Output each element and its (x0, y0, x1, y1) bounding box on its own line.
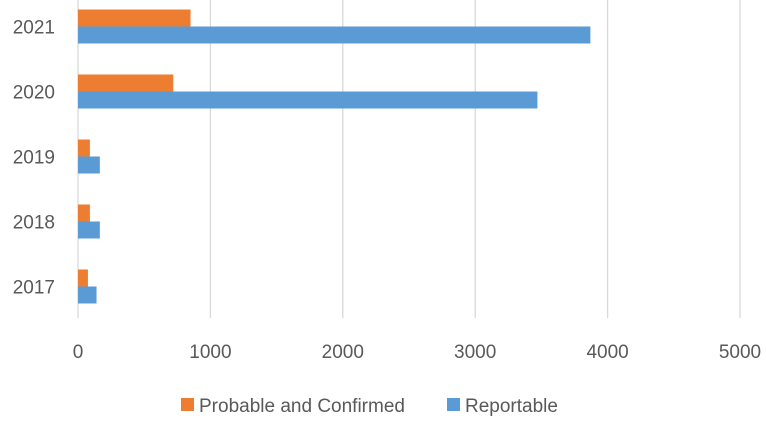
gridlines (77, 0, 741, 318)
bar-probable-2018 (78, 204, 90, 222)
legend-swatch-reportable (447, 398, 460, 411)
bar-probable-2021 (78, 9, 191, 27)
bar-reportable-2021 (78, 26, 591, 44)
x-tick-label: 0 (73, 342, 84, 363)
bar-probable-2020 (78, 74, 174, 92)
y-tick-label: 2021 (13, 18, 55, 39)
x-axis-labels: 0 1000 2000 3000 4000 5000 (73, 342, 761, 363)
y-tick-label: 2020 (13, 83, 55, 104)
bar-reportable-2019 (78, 156, 100, 174)
bar-reportable-2017 (78, 286, 97, 304)
legend-label-reportable: Reportable (465, 396, 558, 417)
x-tick-label: 4000 (586, 342, 628, 363)
legend: Probable and Confirmed Reportable (181, 396, 558, 417)
bar-probable-2017 (78, 269, 88, 287)
bar-probable-2019 (78, 139, 90, 157)
legend-label-probable: Probable and Confirmed (199, 396, 405, 417)
legend-swatch-probable (181, 398, 194, 411)
y-tick-label: 2019 (13, 148, 55, 169)
y-tick-label: 2018 (13, 213, 55, 234)
x-tick-label: 3000 (454, 342, 496, 363)
y-tick-label: 2017 (13, 278, 55, 299)
bars (78, 9, 591, 304)
x-tick-label: 1000 (189, 342, 231, 363)
bar-reportable-2018 (78, 221, 100, 239)
x-tick-label: 2000 (322, 342, 364, 363)
y-axis-labels: 2017 2018 2019 2020 2021 (13, 18, 55, 299)
bar-reportable-2020 (78, 91, 538, 109)
x-tick-label: 5000 (719, 342, 761, 363)
